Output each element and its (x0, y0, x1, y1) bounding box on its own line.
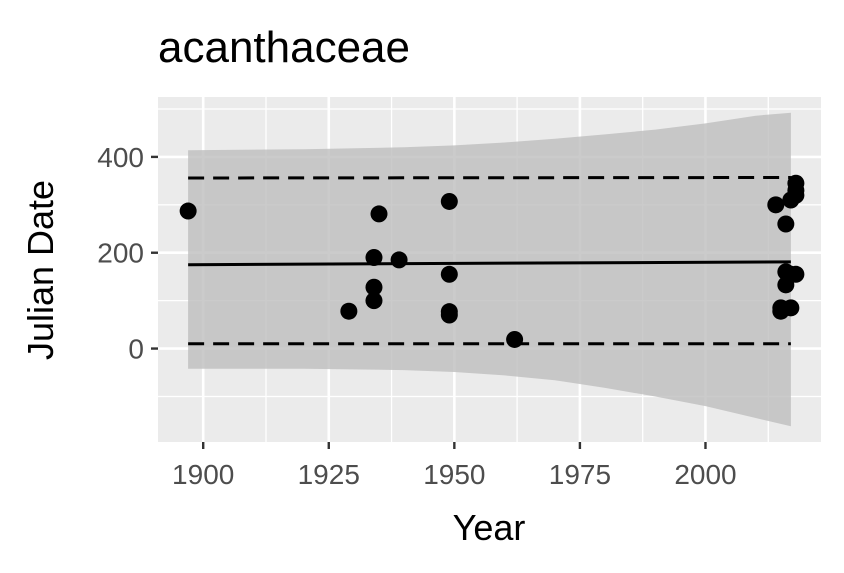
x-tick-label: 1950 (423, 459, 485, 490)
y-axis-title: Julian Date (20, 180, 61, 360)
data-point (506, 330, 524, 348)
data-point (370, 205, 388, 223)
x-tick-label: 1900 (172, 459, 234, 490)
data-points (179, 174, 805, 348)
fit-line (188, 260, 791, 267)
confidence-ribbon (188, 112, 791, 427)
dashed-bounds (188, 176, 791, 346)
data-point (365, 249, 383, 267)
data-point (777, 215, 795, 233)
data-point (787, 186, 805, 204)
x-tick-label: 2000 (674, 459, 736, 490)
chart-title: acanthaceae (158, 23, 410, 72)
data-point (767, 196, 785, 214)
regression-line (188, 260, 791, 267)
data-point (787, 265, 805, 283)
x-tick-label: 1975 (549, 459, 611, 490)
x-axis: 1900 1925 1950 1975 2000 (172, 442, 737, 490)
data-point (365, 292, 383, 310)
data-point (365, 278, 383, 296)
y-tick-label: 0 (128, 334, 144, 365)
data-point (179, 202, 197, 220)
data-point (440, 192, 458, 210)
x-axis-title: Year (453, 507, 526, 548)
y-tick-label: 200 (97, 238, 144, 269)
data-point (782, 299, 800, 317)
ribbon-area (188, 112, 791, 427)
data-point (440, 265, 458, 283)
data-point (390, 251, 408, 269)
data-point (440, 306, 458, 324)
data-point (340, 302, 358, 320)
y-axis: 0 200 400 (97, 142, 158, 365)
y-tick-label: 400 (97, 142, 144, 173)
x-tick-label: 1925 (298, 459, 360, 490)
